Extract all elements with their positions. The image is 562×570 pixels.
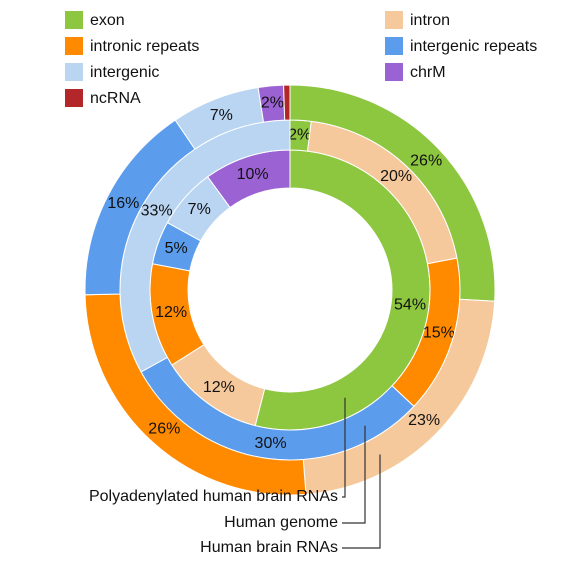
segment-label: 20% xyxy=(380,168,412,185)
segment-label: 26% xyxy=(410,152,442,169)
pointer-line xyxy=(342,454,381,549)
legend-swatch xyxy=(65,89,83,107)
segment-label: 12% xyxy=(203,379,235,396)
legend-label: intron xyxy=(410,12,450,29)
segment-label: 54% xyxy=(394,296,426,313)
legend-swatch xyxy=(65,63,83,81)
legend-swatch xyxy=(65,37,83,55)
legend-swatch xyxy=(65,11,83,29)
segment-label: 2% xyxy=(261,95,284,112)
segment-label: 12% xyxy=(155,304,187,321)
segment-label: 7% xyxy=(188,201,211,218)
pointer-line xyxy=(342,425,366,524)
segment-label: 15% xyxy=(423,324,455,341)
legend-label: ncRNA xyxy=(90,90,141,107)
segment-label: 5% xyxy=(165,240,188,257)
legend-label: exon xyxy=(90,12,125,29)
segment-label: 2% xyxy=(288,127,311,144)
ring-label: Human genome xyxy=(224,514,338,531)
segment-label: 16% xyxy=(107,195,139,212)
legend-label: intergenic repeats xyxy=(410,38,537,55)
legend-swatch xyxy=(385,63,403,81)
segment-label: 33% xyxy=(141,202,173,219)
donut-segment xyxy=(283,84,291,121)
pointer-line xyxy=(342,397,346,498)
segment-label: 30% xyxy=(255,435,287,452)
ring-label: Polyadenylated human brain RNAs xyxy=(89,488,338,505)
segment-label: 10% xyxy=(237,166,269,183)
ring-label: Human brain RNAs xyxy=(200,539,338,556)
legend-label: intronic repeats xyxy=(90,38,199,55)
segment-label: 7% xyxy=(210,107,233,124)
legend-label: intergenic xyxy=(90,64,159,81)
segment-label: 26% xyxy=(148,420,180,437)
segment-label: 23% xyxy=(408,412,440,429)
legend-swatch xyxy=(385,37,403,55)
legend-label: chrM xyxy=(410,64,446,81)
legend-swatch xyxy=(385,11,403,29)
